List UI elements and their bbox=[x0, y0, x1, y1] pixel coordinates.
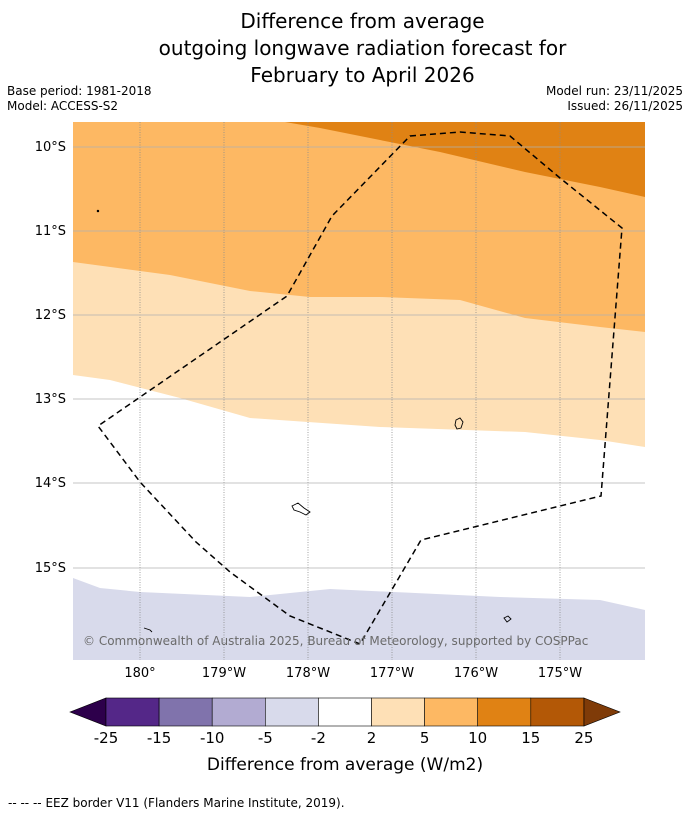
colorbar-tick-label: 25 bbox=[574, 729, 593, 747]
lon-label: 176°W bbox=[454, 666, 498, 681]
colorbar-tick-label: 2 bbox=[367, 729, 377, 747]
colorbar-segment bbox=[477, 697, 532, 727]
colorbar-segment bbox=[158, 697, 213, 727]
lat-label: 11°S bbox=[35, 224, 66, 239]
colorbar-segments bbox=[105, 697, 585, 727]
latitude-labels: 10°S 11°S 12°S 13°S 14°S 15°S bbox=[35, 140, 66, 576]
lat-label: 15°S bbox=[35, 561, 66, 576]
colorbar-tick-label: -5 bbox=[258, 729, 273, 747]
base-period: Base period: 1981-2018 bbox=[7, 84, 152, 98]
longitude-gridlines bbox=[139, 122, 561, 660]
colorbar-segment bbox=[530, 697, 585, 727]
colorbar-extend-high bbox=[583, 697, 621, 727]
colorbar-tick-label: 5 bbox=[420, 729, 430, 747]
anomaly-zone-5-10 bbox=[73, 122, 645, 332]
colorbar-segment bbox=[105, 697, 160, 727]
eez-legend-text: EEZ border V11 (Flanders Marine Institut… bbox=[45, 796, 345, 810]
lat-label: 13°S bbox=[35, 392, 66, 407]
footer-legend: -- -- -- EEZ border V11 (Flanders Marine… bbox=[8, 796, 345, 810]
meta-left: Base period: 1981-2018 Model: ACCESS-S2 bbox=[7, 84, 152, 114]
island-5 bbox=[96, 209, 100, 213]
island-4 bbox=[143, 627, 153, 633]
island-3 bbox=[503, 615, 512, 623]
issued-date: Issued: 26/11/2025 bbox=[567, 99, 683, 113]
colorbar-segment bbox=[211, 697, 266, 727]
colorbar-tick-label: -2 bbox=[311, 729, 326, 747]
anomaly-zone-15-25 bbox=[285, 122, 645, 197]
colorbar-tick-label: -10 bbox=[200, 729, 225, 747]
colorbar: -25 -15 -10 -5 -2 2 5 10 15 25 Difference from av… bbox=[69, 697, 621, 775]
colorbar-segment bbox=[264, 697, 319, 727]
copyright-text: © Commonwealth of Australia 2025, Bureau… bbox=[83, 634, 588, 648]
title-line-2: outgoing longwave radiation forecast for bbox=[158, 36, 567, 60]
title-line-1: Difference from average bbox=[240, 9, 485, 33]
lon-label: 180° bbox=[124, 666, 155, 681]
island-2 bbox=[291, 502, 311, 516]
lon-label: 175°W bbox=[538, 666, 582, 681]
lon-label: 177°W bbox=[370, 666, 414, 681]
colorbar-tick-label: -15 bbox=[147, 729, 172, 747]
lat-label: 12°S bbox=[35, 308, 66, 323]
lon-label: 179°W bbox=[202, 666, 246, 681]
eez-legend-marker: -- -- -- bbox=[8, 796, 42, 810]
latitude-gridlines bbox=[73, 146, 645, 569]
colorbar-tick-labels: -25 -15 -10 -5 -2 2 5 10 15 25 bbox=[94, 729, 594, 747]
model-name: Model: ACCESS-S2 bbox=[7, 99, 119, 113]
colorbar-segment bbox=[424, 697, 479, 727]
meta-right: Model run: 23/11/2025 Issued: 26/11/2025 bbox=[546, 84, 683, 114]
lat-label: 10°S bbox=[35, 140, 66, 155]
colorbar-segment bbox=[371, 697, 425, 727]
colorbar-segment bbox=[318, 697, 372, 727]
model-run: Model run: 23/11/2025 bbox=[545, 84, 683, 98]
lon-label: 178°W bbox=[286, 666, 330, 681]
eez-boundary bbox=[96, 131, 623, 645]
colorbar-tick-label: -25 bbox=[94, 729, 119, 747]
colorbar-extend-low bbox=[69, 697, 107, 727]
lat-label: 14°S bbox=[35, 476, 66, 491]
colorbar-tick-label: 15 bbox=[521, 729, 540, 747]
colorbar-label: Difference from average (W/m2) bbox=[207, 755, 483, 775]
island-outlines bbox=[96, 209, 512, 633]
chart-title: Difference from average outgoing longwav… bbox=[0, 8, 690, 89]
island-1 bbox=[454, 417, 464, 430]
longitude-labels: 180° 179°W 178°W 177°W 176°W 175°W bbox=[124, 666, 582, 681]
colorbar-tick-label: 10 bbox=[468, 729, 487, 747]
title-line-3: February to April 2026 bbox=[250, 63, 475, 87]
map-plot: © Commonwealth of Australia 2025, Bureau… bbox=[73, 122, 645, 660]
